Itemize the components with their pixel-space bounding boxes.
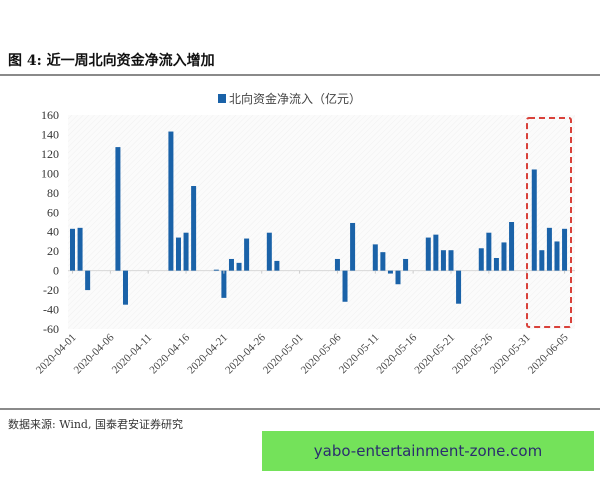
y-tick-label: 40 [47, 225, 59, 239]
bar [562, 228, 568, 271]
y-tick-label: 80 [47, 186, 59, 200]
x-tick-label: 2020-05-01 [261, 332, 306, 377]
bar [546, 227, 552, 271]
bar [70, 228, 75, 271]
bar [387, 270, 393, 274]
plot-area [68, 115, 575, 329]
x-tick-label: 2020-04-21 [185, 332, 230, 377]
bar [175, 237, 181, 271]
watermark-banner[interactable]: yabo-entertainment-zone.com [262, 431, 594, 471]
bar [236, 262, 242, 271]
bar [77, 227, 83, 271]
x-tick-label: 2020-05-21 [412, 332, 457, 377]
y-tick-label: -20 [43, 283, 59, 297]
bar [531, 169, 537, 271]
bar [274, 260, 280, 271]
bar [342, 270, 348, 302]
bar [425, 237, 431, 271]
data-source-note: 数据来源: Wind, 国泰君安证券研究 [8, 418, 183, 431]
bar [213, 269, 219, 271]
bar [85, 270, 91, 291]
y-tick-label: 100 [41, 166, 59, 180]
bar [486, 232, 492, 271]
top-divider [0, 74, 600, 76]
y-tick-label: 120 [41, 147, 59, 161]
bar [433, 234, 439, 271]
bar [372, 244, 378, 271]
y-tick-label: 60 [47, 205, 59, 219]
bar [554, 241, 560, 271]
highlight-box [526, 117, 572, 328]
bar [440, 250, 446, 271]
bar [183, 232, 189, 271]
bottom-divider [0, 408, 600, 410]
bar [244, 238, 250, 271]
chart-legend: 北向资金净流入（亿元） [218, 90, 361, 107]
x-tick-label: 2020-05-31 [488, 332, 533, 377]
bar [539, 250, 545, 271]
figure-title: 图 4: 近一周北向资金净流入增加 [8, 53, 215, 69]
x-tick-label: 2020-05-06 [299, 331, 344, 376]
x-tick-label: 2020-04-01 [34, 332, 79, 377]
bar [350, 222, 356, 271]
bar [456, 270, 462, 304]
y-tick-label: 160 [41, 108, 59, 122]
bar [493, 257, 499, 271]
x-tick-label: 2020-06-05 [526, 331, 571, 376]
bar [221, 270, 227, 298]
bar [403, 258, 409, 271]
bar [122, 270, 128, 305]
y-tick-label: -60 [43, 322, 59, 336]
bar [478, 248, 484, 271]
bar [501, 242, 507, 271]
bar [448, 250, 454, 271]
bar [509, 222, 515, 271]
bar [266, 232, 272, 271]
watermark-text: yabo-entertainment-zone.com [313, 442, 543, 460]
bar [168, 131, 174, 271]
bar [191, 186, 197, 271]
y-tick-label: 20 [47, 244, 59, 258]
bar [228, 258, 234, 271]
bar-chart: 160 140 120 100 80 60 40 20 0 -20 -40 -602020-04-01… [34, 108, 575, 377]
x-tick-label: 2020-04-06 [72, 331, 117, 376]
bar [115, 147, 121, 271]
legend-swatch-icon [218, 94, 226, 103]
y-tick-label: 0 [53, 264, 59, 278]
bar [380, 252, 386, 271]
y-tick-label: -40 [43, 303, 59, 317]
bar [395, 270, 401, 285]
legend-label: 北向资金净流入（亿元） [229, 92, 362, 106]
bar [334, 258, 340, 271]
y-tick-label: 140 [41, 127, 59, 141]
